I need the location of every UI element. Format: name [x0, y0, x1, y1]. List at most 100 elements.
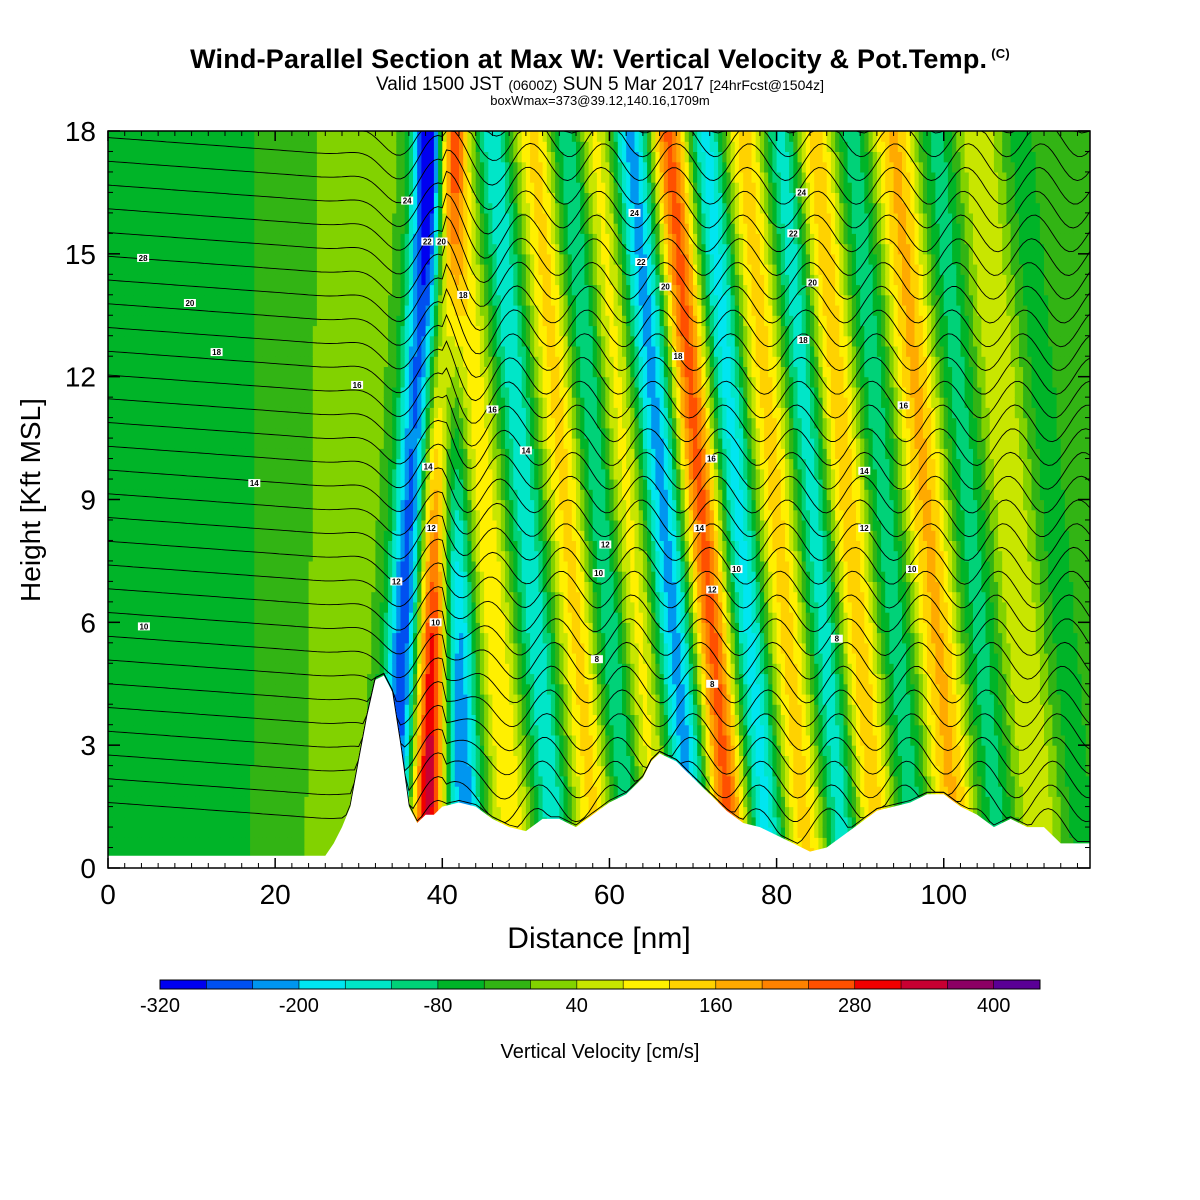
velocity-cell [220, 233, 226, 245]
velocity-cell [158, 171, 163, 183]
velocity-cell [337, 366, 343, 378]
velocity-cell [183, 642, 188, 654]
velocity-cell [316, 683, 322, 695]
velocity-cell [187, 694, 193, 705]
velocity-cell [283, 233, 289, 245]
velocity-cell [375, 653, 381, 664]
velocity-cell [154, 305, 159, 316]
velocity-cell [112, 171, 117, 183]
velocity-cell [316, 489, 322, 501]
velocity-cell [154, 171, 159, 183]
velocity-cell [312, 642, 318, 654]
velocity-cell [329, 704, 335, 715]
velocity-cell [283, 131, 289, 142]
velocity-cell [212, 407, 218, 419]
velocity-cell [287, 714, 293, 726]
velocity-cell [204, 479, 209, 490]
velocity-cell [300, 745, 305, 756]
velocity-cell [133, 571, 138, 582]
velocity-cell [158, 786, 163, 797]
velocity-cell [388, 253, 393, 265]
velocity-cell [183, 335, 188, 347]
velocity-cell [321, 243, 326, 255]
velocity-cell [199, 335, 205, 347]
velocity-cell [183, 612, 188, 623]
velocity-cell [199, 632, 205, 644]
velocity-cell [124, 683, 130, 695]
velocity-cell [354, 714, 360, 726]
velocity-cell [287, 448, 293, 460]
velocity-cell [183, 366, 188, 378]
velocity-cell [275, 530, 280, 541]
velocity-cell [141, 714, 147, 726]
velocity-cell [396, 704, 402, 715]
velocity-cell [321, 837, 326, 849]
velocity-cell [212, 499, 218, 511]
velocity-cell [187, 520, 193, 531]
velocity-cell [258, 704, 264, 715]
velocity-cell [337, 141, 343, 152]
velocity-cell [316, 438, 322, 449]
velocity-cell [191, 284, 197, 296]
velocity-cell [362, 642, 368, 654]
velocity-cell [396, 612, 402, 623]
velocity-cell [308, 182, 314, 193]
velocity-cell [346, 233, 351, 245]
velocity-cell [204, 182, 209, 193]
velocity-cell [321, 407, 326, 419]
velocity-cell [291, 704, 297, 715]
velocity-cell [208, 509, 214, 521]
velocity-cell [174, 356, 180, 367]
velocity-cell [375, 284, 381, 296]
velocity-cell [208, 151, 214, 163]
velocity-cell [337, 806, 343, 818]
velocity-cell [220, 560, 226, 572]
velocity-cell [124, 653, 130, 664]
velocity-cell [262, 325, 268, 337]
velocity-cell [187, 141, 193, 152]
velocity-cell [183, 591, 188, 603]
velocity-cell [174, 284, 180, 296]
velocity-cell [258, 489, 264, 501]
velocity-cell [337, 417, 343, 429]
velocity-cell [287, 786, 293, 797]
velocity-cell [124, 284, 130, 296]
velocity-cell [245, 417, 251, 429]
velocity-cell [166, 489, 172, 501]
velocity-cell [333, 468, 339, 480]
velocity-cell [321, 161, 326, 173]
velocity-cell [216, 499, 222, 511]
velocity-cell [316, 274, 322, 286]
velocity-cell [371, 571, 377, 582]
velocity-cell [266, 499, 272, 511]
velocity-cell [333, 622, 339, 634]
velocity-cell [229, 233, 234, 245]
velocity-cell [158, 653, 163, 664]
velocity-cell [162, 253, 168, 265]
velocity-cell [124, 417, 130, 429]
velocity-cell [266, 325, 272, 337]
velocity-cell [371, 612, 377, 623]
velocity-cell [283, 417, 289, 429]
velocity-cell [283, 161, 289, 173]
velocity-cell [266, 356, 272, 367]
velocity-cell [216, 479, 222, 490]
velocity-cell [141, 663, 147, 675]
velocity-cell [141, 161, 147, 173]
velocity-cell [145, 131, 151, 142]
velocity-cell [254, 264, 260, 275]
velocity-cell [137, 714, 143, 726]
velocity-cell [266, 806, 272, 818]
velocity-cell [392, 632, 397, 644]
velocity-cell [204, 530, 209, 541]
velocity-cell [258, 673, 264, 685]
velocity-cell [296, 397, 301, 408]
velocity-cell [296, 264, 301, 275]
velocity-cell [162, 243, 168, 255]
velocity-cell [133, 141, 138, 152]
velocity-cell [154, 386, 159, 398]
velocity-cell [254, 612, 260, 623]
velocity-cell [112, 315, 117, 327]
velocity-cell [287, 520, 293, 531]
velocity-cell [371, 632, 377, 644]
